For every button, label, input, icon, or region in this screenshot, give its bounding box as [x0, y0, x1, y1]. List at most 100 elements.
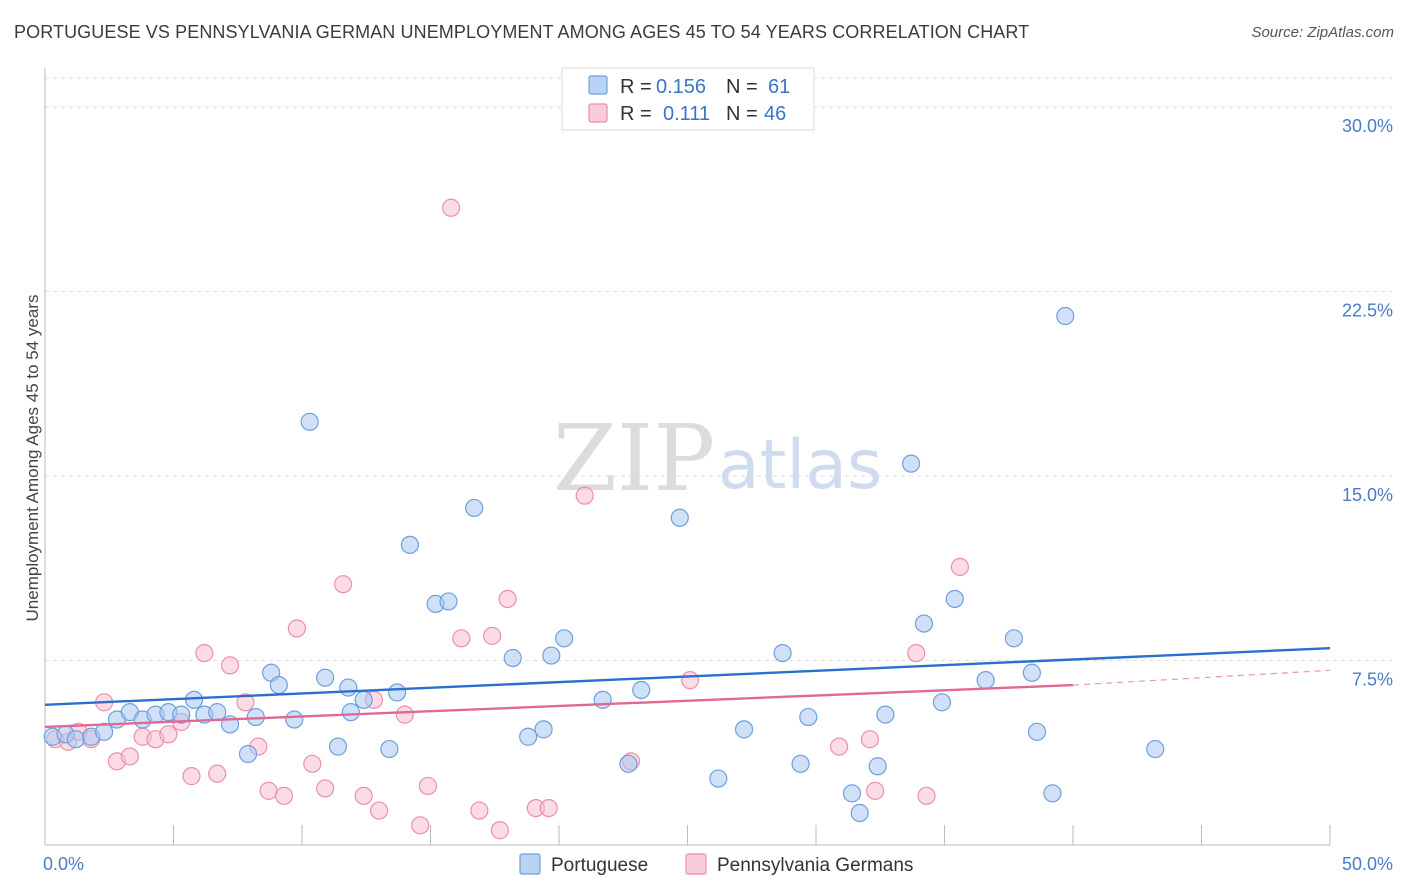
bottom-legend-label-portuguese: Portuguese	[551, 855, 648, 876]
point-portuguese	[208, 703, 227, 722]
trend-line-pennsylvania-germans	[44, 683, 1074, 729]
point-portuguese	[534, 720, 553, 739]
point-portuguese	[341, 703, 360, 722]
point-portuguese	[1022, 663, 1041, 682]
source-label: Source: ZipAtlas.com	[1251, 24, 1394, 41]
point-portuguese	[300, 412, 319, 431]
point-portuguese	[1146, 739, 1165, 759]
y-tick-label: 7.5%	[1352, 669, 1393, 689]
point-pennsylvania-germans	[220, 656, 240, 675]
point-portuguese	[791, 754, 810, 773]
point-pennsylvania-germans	[917, 786, 936, 805]
point-portuguese	[519, 727, 538, 746]
chart-title: PORTUGUESE VS PENNSYLVANIA GERMAN UNEMPL…	[14, 22, 1030, 42]
point-portuguese	[439, 592, 458, 611]
point-pennsylvania-germans	[316, 779, 335, 798]
point-portuguese	[945, 589, 964, 609]
y-tick-label: 15.0%	[1342, 485, 1393, 505]
x-tick-label: 0.0%	[43, 854, 84, 874]
point-pennsylvania-germans	[120, 747, 139, 766]
point-pennsylvania-germans	[575, 486, 594, 505]
point-portuguese	[328, 737, 348, 756]
point-pennsylvania-germans	[195, 643, 214, 663]
point-pennsylvania-germans	[483, 626, 502, 645]
point-pennsylvania-germans	[498, 589, 517, 609]
point-pennsylvania-germans	[452, 629, 471, 648]
point-pennsylvania-germans	[370, 801, 389, 820]
point-portuguese	[1027, 722, 1047, 741]
point-portuguese	[172, 705, 191, 724]
point-pennsylvania-germans	[830, 737, 849, 756]
point-portuguese	[876, 705, 895, 724]
point-pennsylvania-germans	[354, 786, 373, 805]
point-pennsylvania-germans	[208, 764, 227, 783]
point-portuguese	[632, 680, 651, 700]
legend-swatch-portuguese	[588, 75, 608, 95]
point-portuguese	[901, 454, 921, 473]
point-portuguese	[734, 720, 754, 739]
point-portuguese	[542, 646, 561, 665]
point-portuguese	[238, 744, 258, 764]
point-portuguese	[842, 784, 862, 803]
legend-r-label-portuguese: R =	[620, 76, 652, 98]
point-portuguese	[285, 710, 304, 729]
legend-n-value-portuguese: 61	[768, 76, 790, 98]
point-portuguese	[1004, 629, 1023, 648]
point-portuguese	[184, 690, 204, 709]
point-portuguese	[709, 769, 728, 788]
legend-r-value-portuguese: 0.156	[656, 76, 706, 98]
point-portuguese	[66, 730, 85, 749]
trend-line-portuguese	[44, 646, 1331, 706]
legend-n-label-pennsylvania-germans: N =	[726, 103, 758, 125]
point-pennsylvania-germans	[866, 781, 885, 800]
bottom-legend-swatch-pennsylvania-germans	[685, 853, 707, 875]
point-portuguese	[555, 629, 574, 648]
bottom-legend-label-pennsylvania-germans: Pennsylvania Germans	[717, 855, 913, 876]
point-pennsylvania-germans	[539, 798, 558, 818]
point-portuguese	[670, 508, 689, 527]
watermark-atlas: atlas	[718, 426, 882, 505]
legend-r-label-pennsylvania-germans: R =	[620, 103, 652, 125]
point-pennsylvania-germans	[860, 730, 880, 749]
point-pennsylvania-germans	[159, 725, 178, 744]
point-pennsylvania-germans	[395, 705, 414, 724]
point-pennsylvania-germans	[680, 671, 700, 690]
point-portuguese	[773, 643, 792, 663]
point-pennsylvania-germans	[907, 643, 926, 663]
point-pennsylvania-germans	[274, 786, 294, 805]
point-portuguese	[380, 739, 399, 759]
point-portuguese	[465, 498, 484, 518]
y-tick-label: 22.5%	[1342, 300, 1393, 320]
legend-r-value-pennsylvania-germans: 0.111	[663, 103, 710, 125]
point-portuguese	[1043, 784, 1062, 803]
point-pennsylvania-germans	[418, 776, 438, 796]
point-pennsylvania-germans	[182, 767, 201, 786]
points-layer	[43, 198, 1165, 840]
legend-swatch-pennsylvania-germans	[588, 103, 608, 123]
point-pennsylvania-germans	[490, 821, 509, 840]
point-pennsylvania-germans	[303, 754, 322, 773]
grid-layer	[45, 77, 1392, 661]
point-portuguese	[1056, 306, 1075, 326]
trend-line-extension-pennsylvania-germans	[1072, 669, 1331, 686]
legend-n-value-pennsylvania-germans: 46	[764, 103, 786, 125]
point-portuguese	[932, 693, 952, 712]
bottom-legend: Portuguese Pennsylvania Germans	[519, 853, 913, 876]
point-portuguese	[400, 535, 420, 554]
y-axis-title: Unemployment Among Ages 45 to 54 years	[23, 295, 42, 622]
point-pennsylvania-germans	[287, 619, 306, 638]
point-pennsylvania-germans	[236, 693, 255, 712]
point-portuguese	[976, 671, 995, 690]
point-portuguese	[868, 757, 887, 776]
legend: R = 0.156 N = 61 R = 0.111 N = 46	[561, 67, 815, 131]
point-portuguese	[850, 803, 869, 823]
point-portuguese	[339, 678, 358, 697]
point-portuguese	[593, 690, 612, 709]
point-pennsylvania-germans	[950, 557, 970, 577]
point-portuguese	[799, 707, 818, 727]
trend-layer	[44, 646, 1331, 729]
point-portuguese	[387, 683, 407, 702]
point-pennsylvania-germans	[334, 575, 353, 594]
point-pennsylvania-germans	[411, 816, 430, 835]
